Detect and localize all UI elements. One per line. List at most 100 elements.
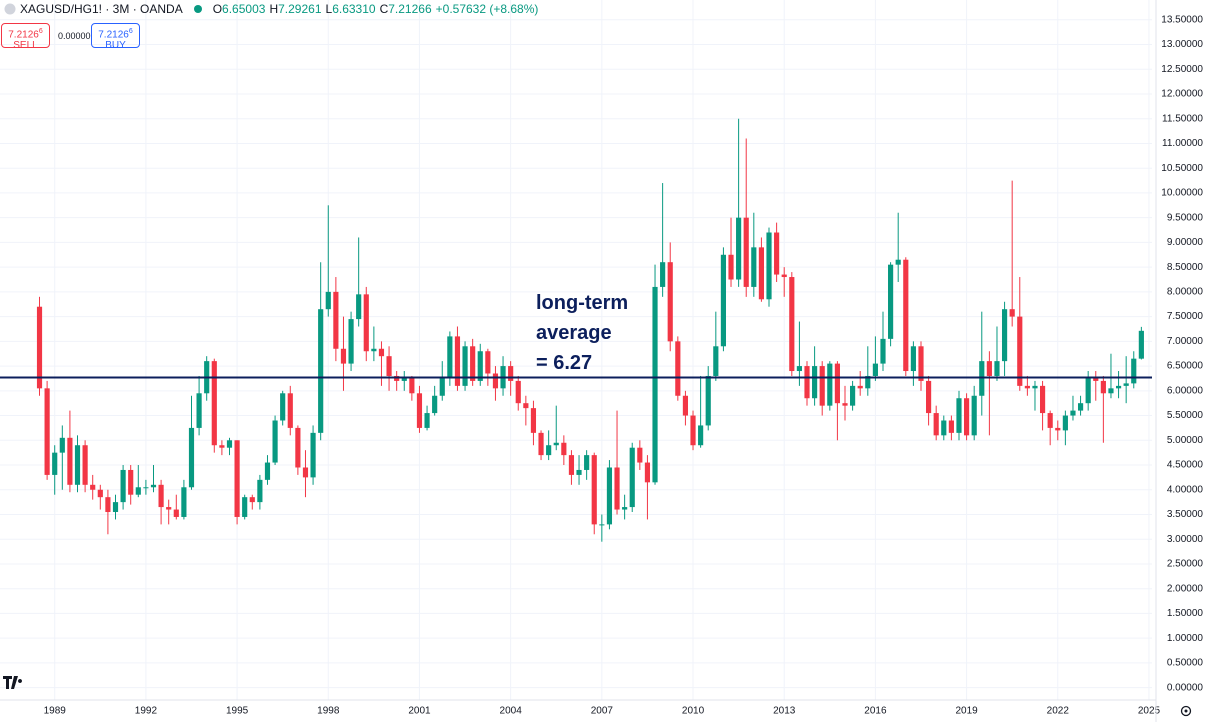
candle-body [964, 398, 970, 436]
candle-body [660, 262, 666, 287]
candle-body [36, 306, 43, 389]
tradingview-logo [3, 676, 23, 689]
candle-body [781, 274, 787, 278]
candle-body [112, 502, 119, 513]
y-tick-label: 12.00000 [1161, 89, 1203, 100]
candle-body [629, 447, 635, 508]
y-tick-label: 13.50000 [1161, 14, 1203, 25]
y-tick-label: 1.00000 [1167, 633, 1204, 644]
x-tick-label: 1992 [135, 706, 158, 717]
candle-body [97, 489, 103, 498]
x-tick-label: 2010 [682, 706, 705, 717]
logo-shape [3, 676, 23, 689]
candle-body [1062, 415, 1068, 431]
candle-body [211, 361, 217, 446]
x-tick-label: 2007 [591, 706, 614, 717]
candle-body [432, 395, 438, 414]
sell-button[interactable]: 7.21266 SELL [1, 23, 50, 51]
candle-body [546, 445, 552, 456]
candle-body [819, 366, 825, 406]
candle-body [834, 363, 840, 404]
candle-body [1070, 410, 1076, 416]
candle-body [59, 437, 65, 453]
candle-body [1024, 385, 1030, 389]
symbol[interactable]: XAGUSD/HG1! · 3M · OANDA [20, 2, 183, 16]
candle-body [188, 427, 195, 488]
candle-body [166, 507, 172, 510]
buy-price-sup: 6 [128, 28, 133, 35]
x-tick-label: 2016 [864, 706, 887, 717]
candle-body [956, 398, 962, 433]
y-tick-label: 2.00000 [1167, 583, 1204, 594]
annotation-line: long-term [536, 292, 629, 314]
settings-icon [1180, 705, 1192, 717]
sell-price: 7.2126 [8, 29, 39, 41]
y-tick-label: 4.50000 [1167, 460, 1204, 471]
symbol-icon [4, 3, 16, 15]
candle-body [272, 420, 278, 463]
candle-body [1055, 427, 1061, 431]
candle-body [515, 380, 521, 404]
candle-body [698, 425, 704, 446]
candle-body [173, 509, 179, 517]
ohlc-value: 6.65003 [222, 2, 266, 16]
candle-body [948, 420, 954, 433]
candle-body [143, 487, 149, 489]
ohlc-label: C [379, 2, 389, 16]
candle-body [667, 262, 673, 342]
y-tick-label: 1.50000 [1167, 608, 1204, 619]
legend-header: XAGUSD/HG1! · 3M · OANDA O 6.65003 H 7.292… [4, 2, 538, 16]
candle-body [553, 442, 559, 446]
candle-body [295, 427, 301, 468]
candle-body [90, 484, 96, 490]
candle-body [614, 467, 620, 510]
candle-body [318, 309, 324, 433]
candle-body [44, 388, 50, 475]
candle-body [926, 380, 932, 414]
y-tick-label: 0.00000 [1167, 682, 1204, 693]
x-tick-label: 1995 [226, 706, 249, 717]
y-tick-label: 4.00000 [1167, 484, 1204, 495]
candle-body [196, 393, 202, 428]
candle-body [416, 393, 423, 428]
candle-body [52, 452, 58, 475]
buy-button[interactable]: 7.21266 BUY [91, 23, 140, 51]
candle-body [348, 319, 354, 364]
candle-body [758, 247, 764, 300]
ohlc-label: H [269, 2, 279, 16]
candle-body [219, 445, 225, 448]
candle-body [150, 484, 157, 488]
candle-body [356, 294, 362, 320]
candle-body [652, 286, 658, 483]
y-tick-label: 9.00000 [1167, 237, 1204, 248]
y-tick-label: 8.50000 [1167, 262, 1204, 273]
candle-body [74, 445, 81, 485]
candle-body [1001, 309, 1008, 362]
y-tick-label: 5.00000 [1167, 435, 1204, 446]
x-tick-label: 2001 [408, 706, 431, 717]
candle-body [766, 232, 772, 300]
change: +0.57632 (+8.68%) [435, 2, 539, 16]
candle-body [736, 217, 742, 280]
candle-body [918, 346, 924, 381]
candle-body [1093, 378, 1099, 381]
candle-body [568, 455, 575, 475]
candle-body [910, 346, 916, 372]
ohlc-value: 7.21266 [388, 2, 432, 16]
candle-body [796, 366, 802, 372]
x-tick-label: 2013 [773, 706, 796, 717]
candle-body [895, 259, 901, 265]
candle-body [409, 378, 415, 394]
y-tick-label: 11.50000 [1162, 113, 1203, 124]
candle-body [1077, 403, 1084, 411]
candle-body [538, 432, 544, 456]
y-tick-label: 11.00000 [1162, 138, 1203, 149]
candle-body [789, 277, 795, 372]
candle-body [622, 507, 628, 510]
candle-body [492, 373, 499, 389]
annotation: long-term average = 6.27 [536, 288, 628, 378]
candle-body [158, 484, 164, 508]
ohlc-value: 6.63310 [332, 2, 376, 16]
